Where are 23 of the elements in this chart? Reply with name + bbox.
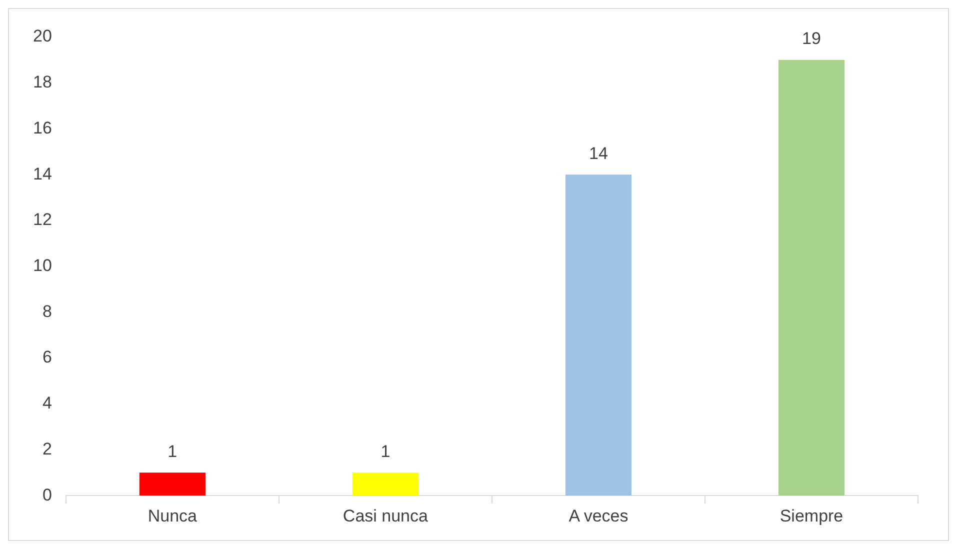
y-tick-label: 16 — [32, 118, 52, 138]
x-tick-label: A veces — [568, 506, 628, 526]
data-label: 1 — [380, 442, 390, 461]
bar — [352, 472, 418, 496]
bar — [139, 472, 206, 496]
bar — [565, 174, 632, 496]
y-tick-label: 2 — [42, 439, 52, 458]
y-tick-label: 0 — [42, 485, 52, 504]
y-tick-label: 4 — [42, 394, 52, 413]
data-label: 14 — [589, 144, 608, 163]
y-tick-label: 18 — [32, 72, 52, 92]
x-tick-label: Siempre — [780, 506, 844, 526]
x-tick-label: Casi nunca — [342, 506, 429, 526]
y-tick-label: 10 — [32, 256, 52, 275]
data-label: 19 — [802, 29, 821, 48]
y-tick-label: 20 — [32, 26, 52, 46]
bar — [778, 60, 845, 496]
x-tick-label: Nunca — [148, 506, 198, 526]
y-tick-label: 14 — [32, 164, 52, 184]
y-tick-label: 8 — [42, 302, 52, 321]
data-label: 1 — [168, 442, 178, 461]
y-tick-label: 6 — [42, 348, 52, 367]
y-tick-label: 12 — [32, 210, 52, 230]
